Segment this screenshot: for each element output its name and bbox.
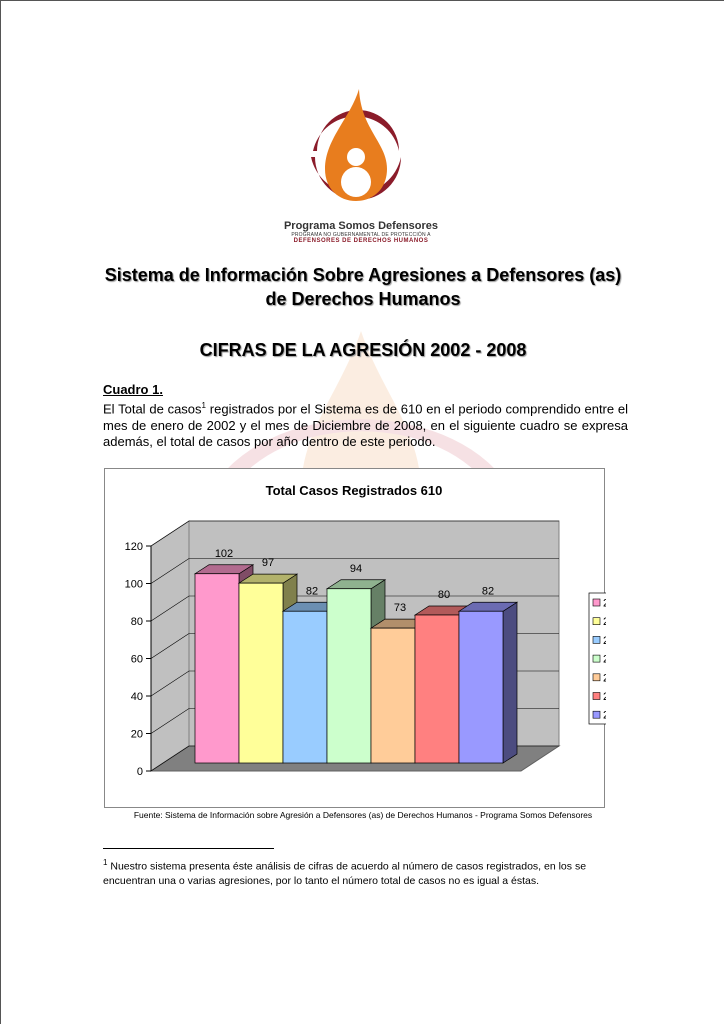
- chart-title: Total Casos Registrados 610: [266, 483, 443, 498]
- page-title-line2: de Derechos Humanos: [265, 289, 461, 309]
- footnote-text: Nuestro sistema presenta éste análisis d…: [103, 860, 587, 887]
- legend-label-2004: 2004: [603, 635, 606, 647]
- y-tick-label: 80: [131, 616, 143, 628]
- footnote-number: 1: [103, 858, 108, 867]
- bar-2004: [282, 610, 328, 764]
- logo-subtitle: PROGRAMA NO GUBERNAMENTAL DE PROTECCIÓN …: [291, 232, 431, 238]
- data-label-2003: 97: [262, 557, 274, 569]
- legend-label-2003: 2003: [603, 616, 606, 628]
- y-tick-label: 20: [131, 729, 143, 741]
- logo-name: Programa Somos Defensores: [283, 220, 439, 232]
- section-paragraph: El Total de casos1 registrados por el Si…: [103, 398, 628, 451]
- footnote: 1 Nuestro sistema presenta éste análisis…: [103, 856, 628, 888]
- page-subtitle: CIFRAS DE LA AGRESIÓN 2002 - 2008: [199, 340, 527, 360]
- legend-swatch-2008: [592, 710, 601, 719]
- legend-swatch-2006: [592, 673, 601, 682]
- y-tick-label: 40: [131, 691, 143, 703]
- chart-source: Fuente: Sistema de Información sobre Agr…: [133, 810, 593, 820]
- data-label-2006: 73: [394, 602, 406, 614]
- section-heading: Cuadro 1.: [103, 382, 163, 397]
- legend-swatch-2003: [592, 617, 601, 625]
- legend-label-2006: 2006: [603, 672, 606, 684]
- gridline: [150, 595, 559, 622]
- para-text-a: El Total de casos: [103, 401, 202, 417]
- legend-label-2007: 2007: [603, 691, 606, 703]
- legend-swatch-2002: [592, 598, 601, 607]
- legend-label-2008: 2008: [603, 710, 606, 722]
- legend-label-2002: 2002: [603, 598, 606, 610]
- watermark-logo: [211, 331, 511, 491]
- y-tick-label: 120: [125, 541, 143, 553]
- gridline: [150, 558, 559, 584]
- page-title-line1: Sistema de Información Sobre Agresiones …: [104, 265, 622, 285]
- data-label-2007: 80: [438, 589, 450, 601]
- legend-label-2005: 2005: [603, 654, 606, 666]
- logo-tagline: DEFENSORES DE DERECHOS HUMANOS: [293, 238, 429, 244]
- bar-2005: [326, 588, 372, 764]
- bar-2008: [458, 610, 504, 764]
- footnote-divider: [103, 848, 274, 849]
- bar-2002: [194, 573, 240, 764]
- logo-icon: [311, 89, 401, 201]
- legend-swatch-2004: [592, 636, 601, 644]
- para-text-b: registrados por el Sistema es de 610 en …: [103, 401, 629, 450]
- legend-swatch-2007: [592, 692, 601, 700]
- y-tick-label: 0: [137, 766, 143, 778]
- data-label-2004: 82: [306, 585, 318, 597]
- y-tick-label: 60: [131, 654, 143, 666]
- bar-chart: Total Casos Registrados 610 0 20 40 60 80 100…: [104, 468, 606, 808]
- data-label-2005: 94: [350, 563, 362, 575]
- gridline: [150, 520, 559, 547]
- bar-side-2008: [502, 601, 518, 764]
- bar-2007: [414, 614, 460, 764]
- legend-swatch-2005: [592, 654, 601, 663]
- data-label-2002: 102: [215, 548, 233, 560]
- y-tick-label: 100: [125, 579, 143, 591]
- bar-2006: [370, 627, 416, 764]
- footnote-ref[interactable]: 1: [201, 401, 206, 410]
- bar-2003: [238, 582, 284, 764]
- data-label-2008: 82: [482, 585, 494, 597]
